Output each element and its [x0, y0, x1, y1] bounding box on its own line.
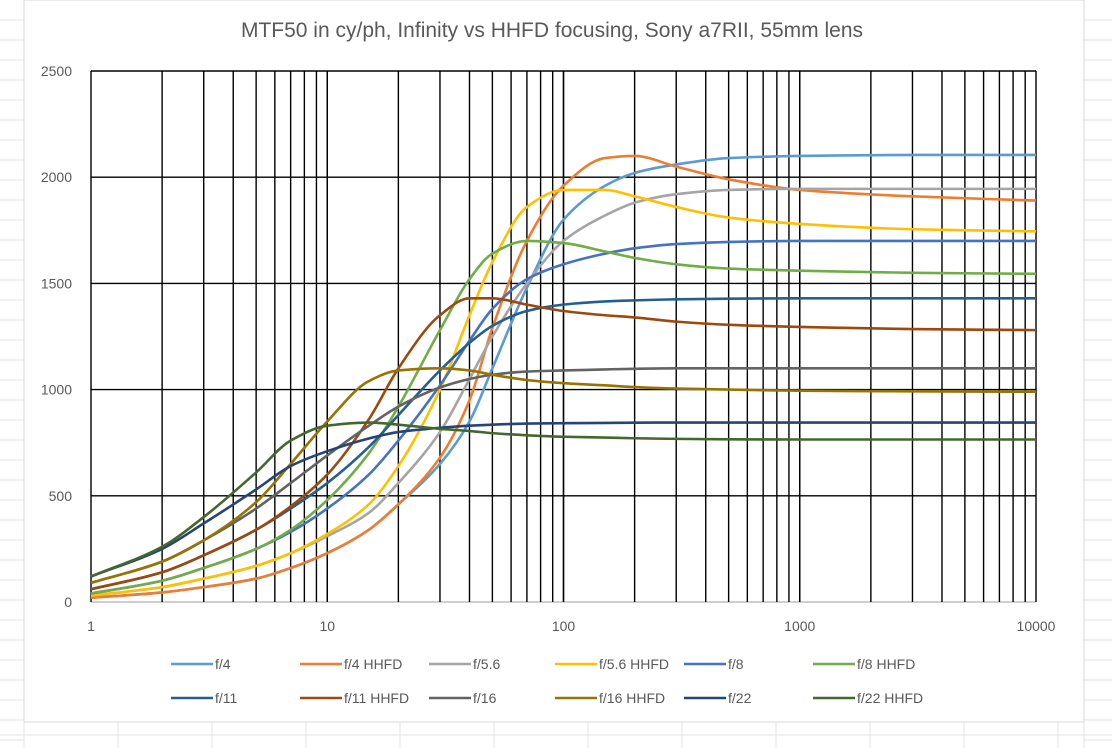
x-tick-label: 1000	[784, 618, 815, 634]
chart-title: MTF50 in cy/ph, Infinity vs HHFD focusin…	[241, 19, 863, 42]
chart-background	[23, 0, 1085, 723]
legend-entry[interactable]: f/8	[684, 656, 744, 672]
legend-entry[interactable]: f/4	[171, 656, 231, 672]
legend-entry[interactable]: f/4 HHFD	[300, 656, 402, 672]
series-line-3	[90, 188, 1037, 597]
legend-label: f/16	[473, 690, 497, 706]
series-line-5	[90, 239, 1037, 595]
series-line-10	[90, 421, 1036, 578]
legend-label: f/22 HHFD	[857, 690, 923, 706]
legend-label: f/8	[728, 656, 744, 672]
legend-entry[interactable]: f/16 HHFD	[555, 690, 665, 706]
legend-entry[interactable]: f/5.6	[429, 656, 500, 672]
series-line-1	[90, 154, 1037, 600]
legend-label: f/11 HHFD	[344, 690, 409, 706]
axis-labels: 0 500 1000 1500 2000 2500 1 10 100 1000 10000	[41, 63, 1056, 634]
legend[interactable]: f/4 f/4 HHFD f/5.6 f/5.6 HHFD f/8 f/8 HHFD f/1…	[171, 656, 923, 706]
legend-label: f/8 HHFD	[857, 656, 915, 672]
legend-entry[interactable]: f/11	[171, 690, 238, 706]
series-lines	[90, 153, 1037, 600]
legend-label: f/11	[215, 690, 238, 706]
y-tick-label: 1000	[41, 382, 72, 398]
gridlines	[90, 70, 1037, 603]
legend-entry[interactable]: f/11 HHFD	[300, 690, 409, 706]
y-tick-label: 500	[49, 488, 73, 504]
series-line-7	[90, 296, 1037, 591]
legend-label: f/4	[215, 656, 231, 672]
legend-entry[interactable]: f/8 HHFD	[813, 656, 915, 672]
legend-entry[interactable]: f/16	[429, 690, 497, 706]
legend-label: f/22	[728, 690, 752, 706]
x-tick-label: 10	[319, 618, 335, 634]
series-line-9	[90, 367, 1037, 585]
legend-entry[interactable]: f/22	[684, 690, 752, 706]
legend-label: f/4 HHFD	[344, 656, 402, 672]
legend-label: f/5.6	[473, 656, 500, 672]
y-tick-label: 2500	[41, 63, 72, 79]
x-tick-label: 1	[87, 618, 95, 634]
y-tick-label: 0	[64, 594, 72, 610]
x-tick-label: 100	[552, 618, 576, 634]
legend-label: f/16 HHFD	[599, 690, 665, 706]
x-tick-label: 10000	[1017, 618, 1056, 634]
series-line-11	[90, 421, 1036, 578]
y-tick-label: 2000	[41, 169, 72, 185]
legend-entry[interactable]: f/5.6 HHFD	[555, 656, 669, 672]
legend-label: f/5.6 HHFD	[599, 656, 669, 672]
y-tick-label: 1500	[41, 275, 72, 291]
legend-entry[interactable]: f/22 HHFD	[813, 690, 923, 706]
